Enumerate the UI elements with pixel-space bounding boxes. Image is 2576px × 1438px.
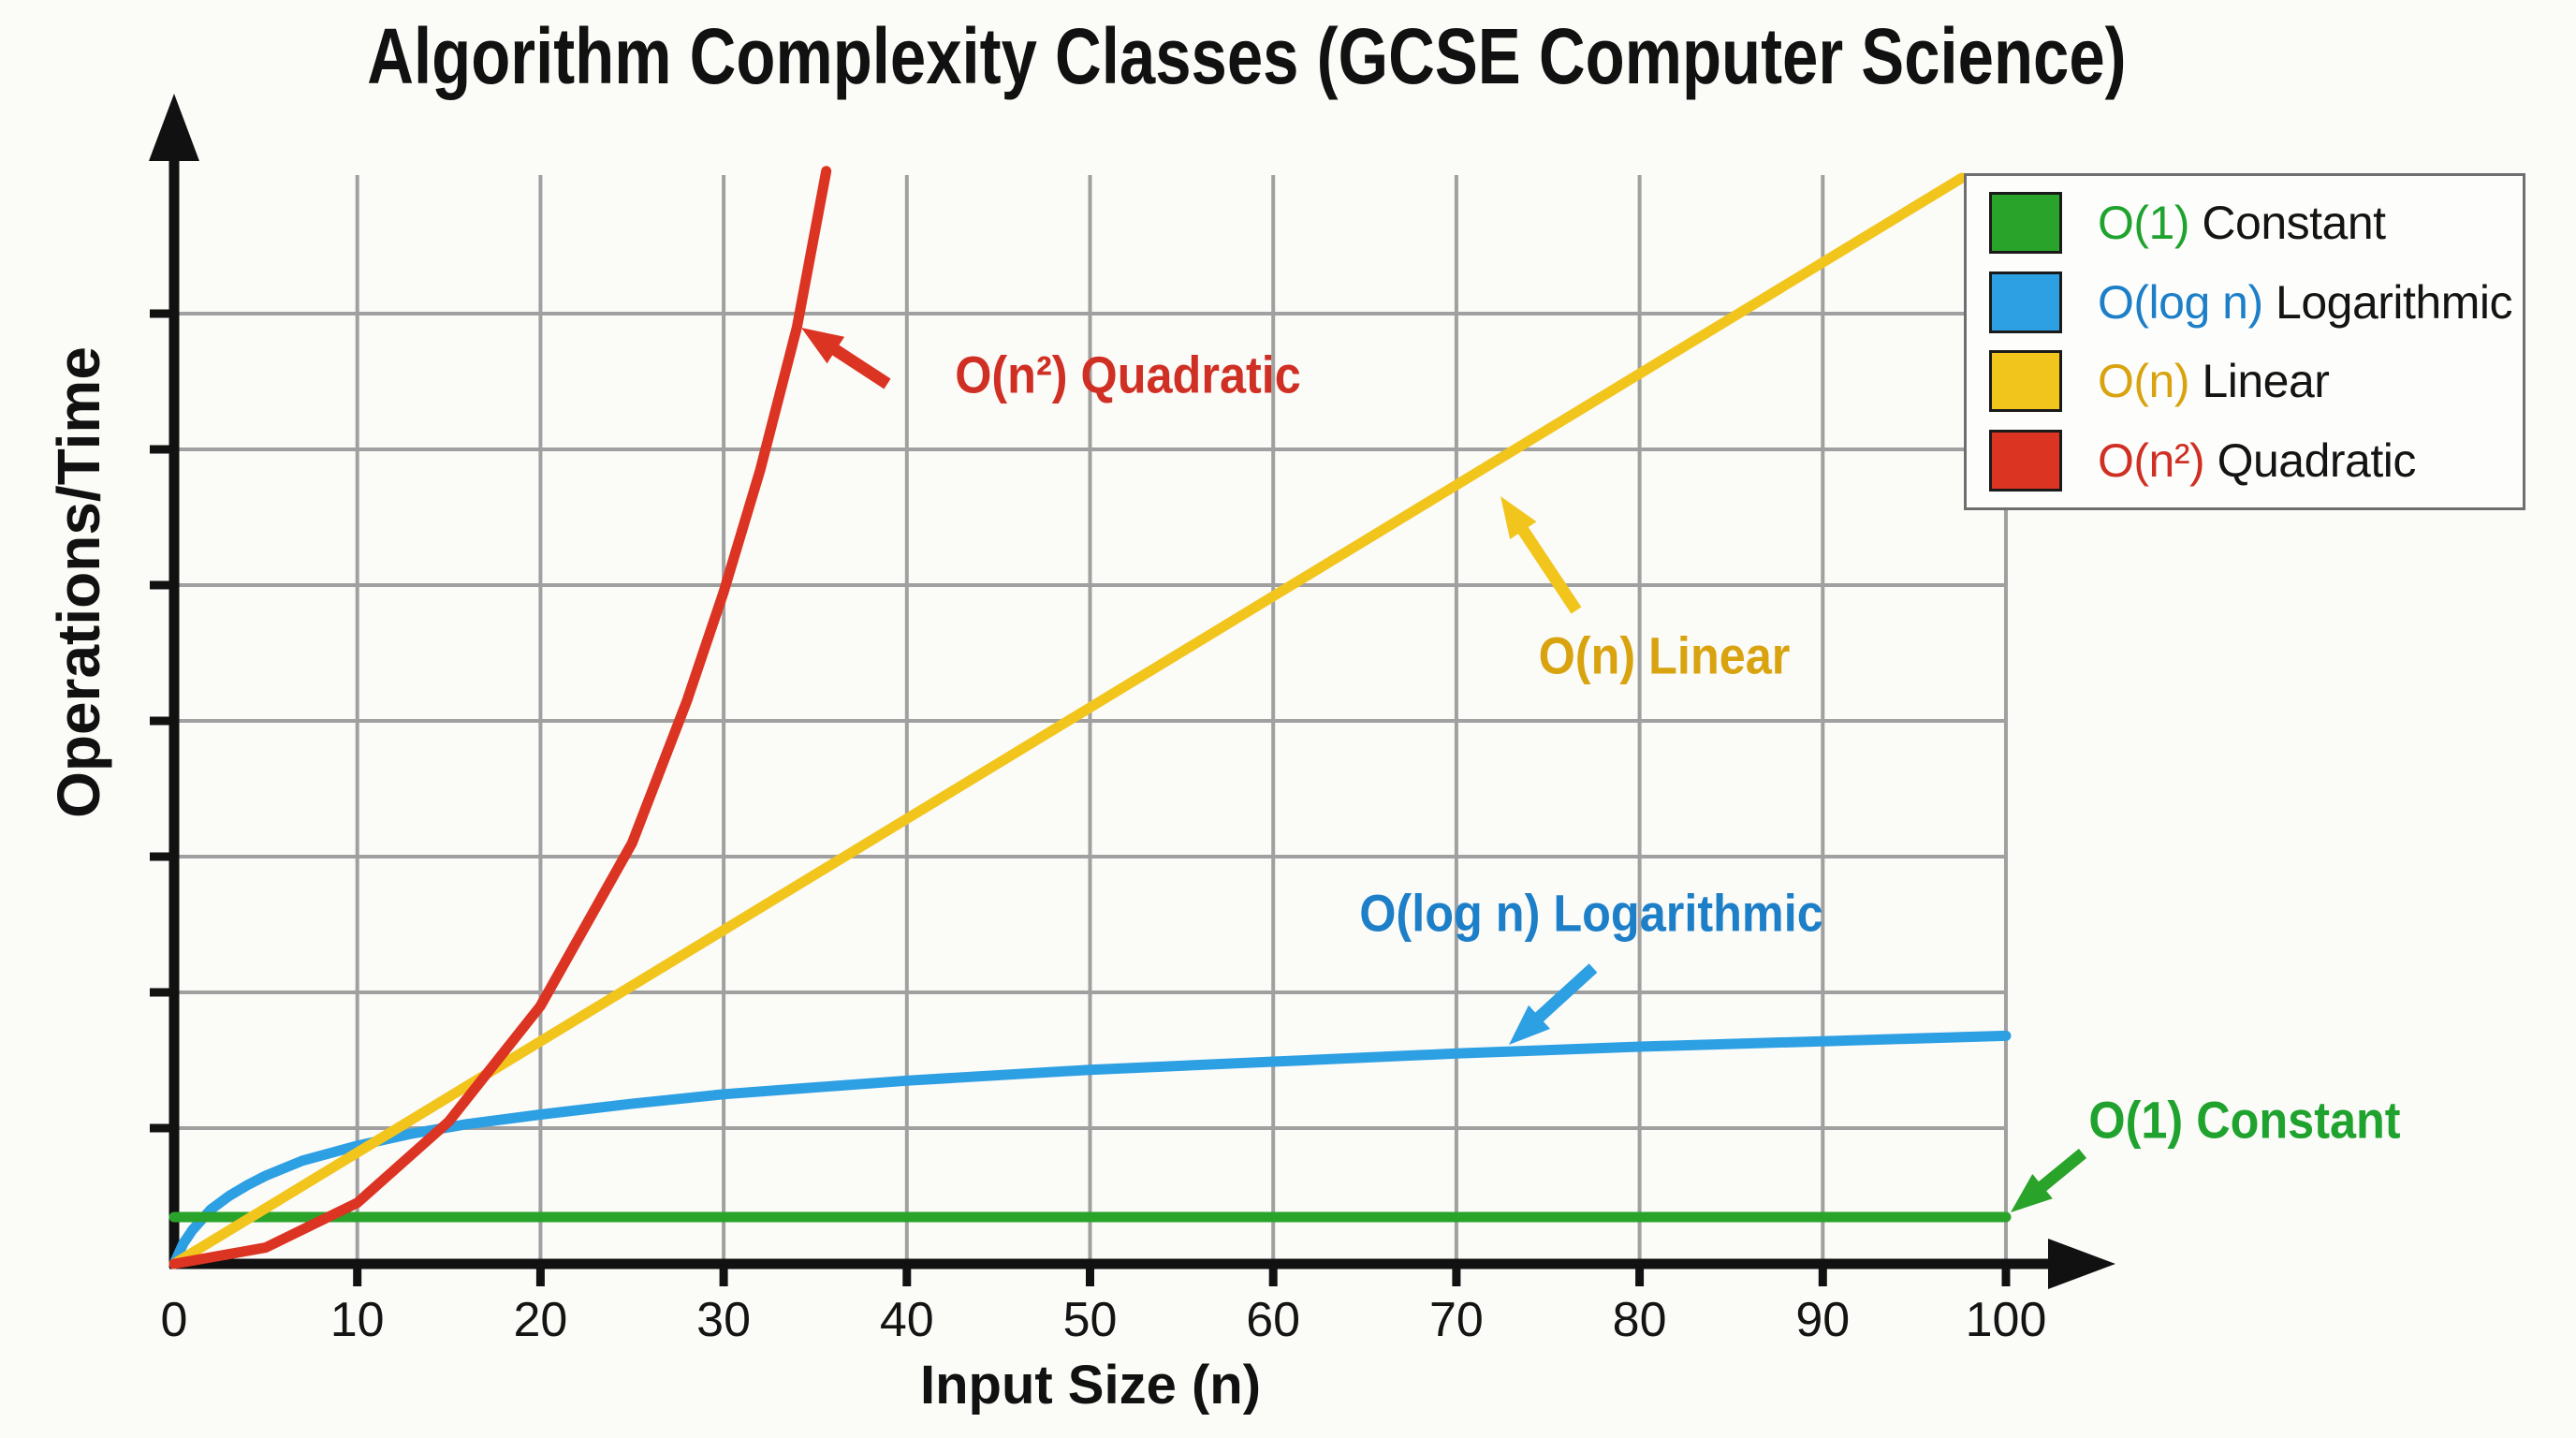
x-tick-label-60: 60 xyxy=(1246,1293,1301,1347)
series-line-o-n---quadratic xyxy=(168,166,832,1269)
legend-symbol-quadratic: O(n²) xyxy=(2098,433,2205,487)
x-axis-head xyxy=(2048,1239,2115,1289)
x-tick-label-90: 90 xyxy=(1795,1293,1851,1347)
legend-item-quadratic: O(n²) Quadratic xyxy=(1967,423,2523,498)
constant-annotation-arrow-head xyxy=(2011,1173,2053,1212)
annotation-logarithmic: O(log n) Logarithmic xyxy=(1359,883,1823,943)
y-axis-label: Operations/Time xyxy=(45,346,112,818)
legend-box: O(1) Constant O(log n) Logarithmic O(n) … xyxy=(1964,173,2525,510)
legend-name-linear: Linear xyxy=(2202,355,2330,408)
chart-title-text: Algorithm Complexity Classes (GCSE Compu… xyxy=(367,12,2127,100)
x-axis-tick-labels: 0 10 20 30 40 50 60 70 80 90 100 xyxy=(0,1294,2576,1350)
quadratic-annotation-arrow-head xyxy=(801,328,845,364)
legend-swatch-linear xyxy=(1989,350,2062,413)
quadratic-annotation-arrow-shaft xyxy=(828,343,891,389)
x-tick-label-100: 100 xyxy=(1965,1293,2047,1347)
x-tick-label-20: 20 xyxy=(513,1293,568,1347)
linear-annotation-arrow-shaft xyxy=(1515,523,1582,614)
legend-swatch-quadratic xyxy=(1989,429,2062,492)
chart-title: Algorithm Complexity Classes (GCSE Compu… xyxy=(174,15,2126,97)
annotation-quadratic: O(n²) Quadratic xyxy=(955,345,1301,404)
legend-name-logarithmic: Logarithmic xyxy=(2276,275,2512,329)
linear-annotation-arrow-head xyxy=(1500,496,1537,540)
legend-name-constant: Constant xyxy=(2202,197,2386,250)
x-tick-label-50: 50 xyxy=(1062,1293,1118,1347)
log-annotation-arrow-shaft xyxy=(1532,963,1598,1024)
legend-item-linear: O(n) Linear xyxy=(1967,344,2523,418)
legend-symbol-logarithmic: O(log n) xyxy=(2098,275,2263,329)
series-line-o-log-n--logarithmic xyxy=(168,1030,2012,1269)
legend-swatch-constant xyxy=(1989,192,2062,255)
y-axis-head xyxy=(149,94,199,161)
annotation-linear: O(n) Linear xyxy=(1538,625,1791,685)
x-tick-label-40: 40 xyxy=(879,1293,934,1347)
legend-symbol-linear: O(n) xyxy=(2098,355,2190,408)
x-tick-label-80: 80 xyxy=(1612,1293,1667,1347)
x-tick-label-10: 10 xyxy=(329,1293,385,1347)
x-tick-label-0: 0 xyxy=(160,1293,188,1347)
legend-swatch-logarithmic xyxy=(1989,271,2062,333)
annotation-constant: O(1) Constant xyxy=(2088,1090,2401,1150)
constant-annotation-arrow-shaft xyxy=(2035,1148,2087,1194)
legend-item-constant: O(1) Constant xyxy=(1967,185,2523,260)
series-line-o-n--linear xyxy=(168,172,1968,1269)
legend-symbol-constant: O(1) xyxy=(2098,197,2190,250)
x-tick-label-70: 70 xyxy=(1428,1293,1484,1347)
log-annotation-arrow-head xyxy=(1509,1005,1550,1045)
legend-name-quadratic: Quadratic xyxy=(2217,433,2417,487)
x-axis-label: Input Size (n) xyxy=(919,1355,1262,1416)
legend-item-logarithmic: O(log n) Logarithmic xyxy=(1967,265,2523,340)
x-tick-label-30: 30 xyxy=(696,1293,752,1347)
